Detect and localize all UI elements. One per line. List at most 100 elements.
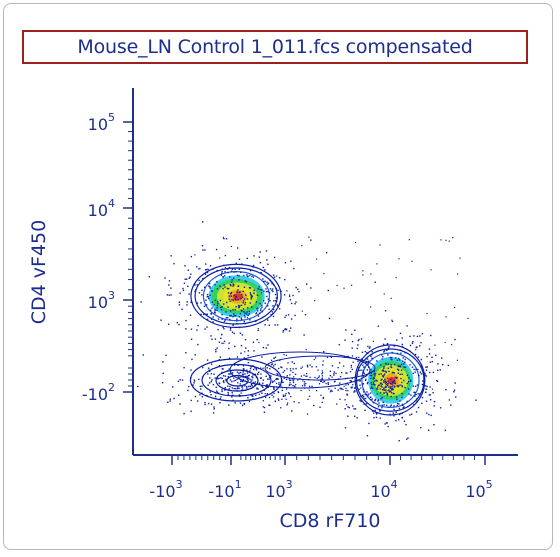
- event-dot: [268, 378, 270, 380]
- event-dot: [396, 398, 398, 401]
- event-dot: [275, 275, 278, 277]
- event-dot: [389, 413, 391, 416]
- event-dot: [333, 374, 335, 376]
- event-dot: [417, 368, 419, 371]
- event-dot: [204, 249, 206, 251]
- event-dot: [396, 385, 399, 387]
- event-dot: [285, 392, 287, 395]
- event-dot: [390, 404, 393, 406]
- event-dot: [390, 395, 392, 398]
- event-dot: [318, 383, 321, 385]
- event-dot: [202, 277, 204, 280]
- event-dot: [360, 395, 362, 397]
- event-dot: [351, 368, 353, 371]
- event-dot: [221, 306, 223, 308]
- event-dot: [246, 372, 249, 374]
- event-dot: [241, 375, 244, 378]
- event-dot: [249, 385, 251, 387]
- event-dot: [381, 358, 383, 360]
- event-dot: [297, 288, 299, 290]
- event-dot: [280, 290, 282, 292]
- event-dot: [322, 396, 325, 399]
- event-dot: [189, 276, 191, 278]
- event-dot: [244, 316, 246, 318]
- event-dot: [394, 376, 396, 379]
- event-dot: [259, 288, 261, 291]
- event-dot: [244, 389, 247, 391]
- event-dot: [271, 281, 273, 283]
- event-dot: [229, 379, 232, 381]
- event-dot: [419, 335, 421, 337]
- event-dot: [315, 258, 318, 260]
- event-dot: [229, 315, 231, 317]
- y-tick-label-2: 103: [88, 289, 115, 312]
- event-dot: [271, 311, 274, 313]
- event-dot: [421, 389, 424, 392]
- event-dot: [209, 287, 211, 289]
- event-dot: [164, 277, 166, 279]
- event-dot: [336, 284, 338, 287]
- event-dot: [250, 294, 253, 297]
- event-dot: [383, 387, 385, 389]
- event-dot: [276, 377, 278, 380]
- event-dot: [391, 351, 393, 354]
- event-dot: [221, 272, 223, 275]
- event-dot: [403, 379, 405, 382]
- event-dot: [202, 221, 204, 223]
- event-dot: [246, 275, 248, 278]
- event-dot: [236, 318, 238, 320]
- event-dot: [233, 271, 235, 273]
- event-dot: [227, 317, 229, 319]
- event-dot: [429, 394, 432, 396]
- event-dot: [267, 386, 269, 389]
- event-dot: [409, 414, 411, 416]
- event-dot: [231, 396, 233, 398]
- event-dot: [411, 342, 414, 344]
- event-dot: [216, 304, 219, 307]
- event-dot: [222, 380, 225, 383]
- event-dot: [269, 368, 271, 370]
- event-dot: [384, 386, 386, 389]
- event-dot: [261, 392, 263, 394]
- event-dot: [259, 302, 261, 305]
- event-dot: [209, 391, 211, 393]
- event-dot: [374, 409, 376, 411]
- event-dot: [430, 334, 432, 337]
- event-dot: [202, 366, 204, 369]
- event-dot: [352, 383, 354, 386]
- event-dot: [266, 393, 269, 395]
- event-dot: [455, 396, 457, 398]
- event-dot: [220, 308, 223, 311]
- event-dot: [214, 308, 216, 311]
- event-dot: [250, 384, 253, 386]
- event-dot: [390, 364, 392, 366]
- event-dot: [308, 385, 311, 387]
- event-dot: [248, 400, 251, 403]
- event-dot: [346, 394, 349, 396]
- event-dot: [409, 379, 412, 381]
- event-dot: [408, 377, 410, 379]
- event-dot: [271, 283, 273, 285]
- event-dot: [263, 411, 266, 413]
- event-dot: [437, 369, 439, 371]
- x-tick-label-0: -103: [149, 478, 182, 501]
- event-dot: [274, 400, 277, 402]
- event-dot: [216, 391, 218, 394]
- event-dot: [363, 372, 366, 374]
- event-dot: [183, 282, 186, 284]
- event-dot: [233, 380, 235, 382]
- event-dot: [280, 366, 282, 368]
- event-dot: [330, 355, 332, 358]
- event-dot: [350, 380, 353, 382]
- event-dot: [421, 402, 423, 405]
- event-dot: [168, 280, 171, 282]
- event-dot: [165, 354, 167, 357]
- event-dot: [268, 364, 270, 366]
- event-dot: [220, 337, 222, 339]
- event-dot: [304, 314, 307, 316]
- event-dot: [362, 270, 364, 272]
- event-dot: [307, 378, 310, 381]
- event-dot: [390, 391, 393, 394]
- event-dot: [294, 314, 296, 317]
- event-dot: [251, 394, 253, 397]
